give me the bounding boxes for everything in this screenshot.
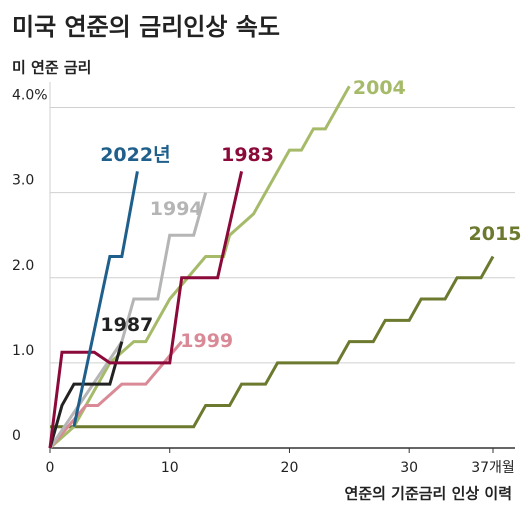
series-line — [49, 85, 351, 450]
x-tick-label: 20 — [281, 460, 299, 476]
y-axis-label: 미 연준 금리 — [12, 59, 91, 77]
y-tick-label: 2.0 — [12, 258, 34, 274]
series-label: 1983 — [221, 144, 274, 166]
x-tick-label: 10 — [161, 460, 179, 476]
y-tick-label: 4.0% — [12, 88, 48, 104]
series-line — [48, 341, 124, 449]
series-label: 1999 — [180, 330, 233, 352]
series-label: 1987 — [100, 314, 153, 336]
series-label: 2004 — [353, 77, 406, 99]
chart-title: 미국 연준의 금리인상 속도 — [12, 13, 280, 41]
x-tick-label: 0 — [46, 460, 55, 476]
series-label: 2022년 — [100, 144, 170, 166]
y-tick-label: 1.0 — [12, 343, 34, 359]
y-tick-label: 3.0 — [12, 173, 34, 189]
series-label: 2015 — [469, 223, 522, 245]
series-line — [48, 171, 244, 449]
series-line — [50, 255, 495, 429]
x-tick-label: 30 — [400, 460, 418, 476]
x-tick-label: 37개월 — [471, 460, 515, 476]
series-line — [72, 171, 139, 428]
y-tick-label: 0 — [12, 428, 21, 444]
x-axis-label: 연준의 기준금리 인상 이력 — [345, 485, 512, 503]
series-label: 1994 — [150, 198, 203, 220]
